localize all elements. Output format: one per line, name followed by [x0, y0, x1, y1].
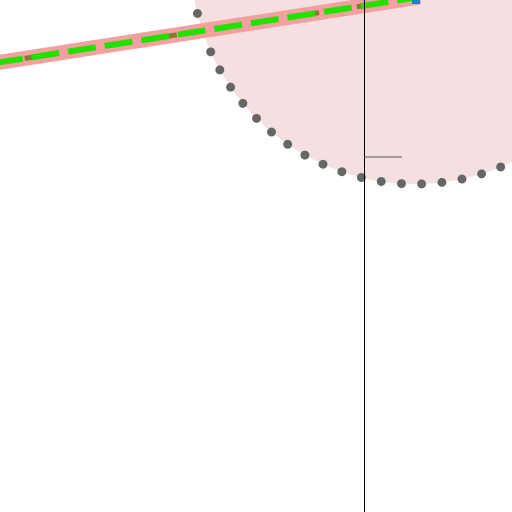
area-fill [194, 0, 512, 184]
road-dash [0, 0, 421, 66]
marker [412, 0, 420, 4]
